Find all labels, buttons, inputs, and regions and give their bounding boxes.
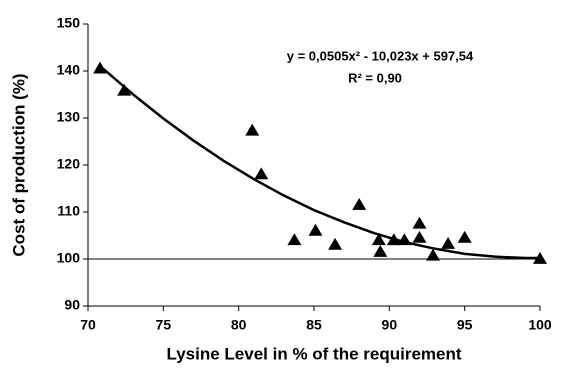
x-tick-label: 75: [156, 317, 172, 333]
data-point: [254, 167, 269, 180]
x-tick-label: 85: [306, 317, 322, 333]
data-point: [397, 233, 412, 246]
x-tick-label: 70: [80, 317, 96, 333]
y-tick-label: 150: [57, 15, 81, 31]
data-point: [533, 252, 547, 264]
data-point: [245, 123, 260, 136]
y-tick-label: 140: [57, 62, 81, 78]
x-tick-label: 100: [528, 317, 552, 333]
data-point: [373, 244, 388, 257]
data-point: [371, 233, 386, 246]
r-squared: R² = 0,90: [348, 70, 402, 85]
data-point: [117, 83, 132, 96]
y-tick-label: 120: [57, 156, 81, 172]
data-point: [93, 61, 108, 74]
data-point: [412, 216, 427, 229]
data-point: [412, 230, 427, 243]
data-point: [426, 248, 441, 261]
data-point: [352, 197, 367, 210]
y-tick-label: 100: [57, 250, 81, 266]
data-point: [441, 236, 456, 249]
x-tick-label: 90: [382, 317, 398, 333]
data-point: [308, 223, 323, 236]
data-point: [386, 233, 401, 246]
trendline: [102, 67, 540, 260]
x-axis-title: Lysine Level in % of the requirement: [166, 344, 461, 363]
equation: y = 0,0505x² - 10,023x + 597,54: [287, 48, 474, 63]
y-tick-label: 90: [64, 297, 80, 313]
y-axis-title: Cost of production (%): [9, 73, 28, 256]
data-point: [457, 230, 472, 243]
y-tick-label: 110: [57, 203, 80, 219]
data-point: [287, 233, 302, 246]
data-point: [328, 237, 343, 250]
x-tick-label: 95: [457, 317, 473, 333]
y-tick-label: 130: [57, 109, 81, 125]
x-tick-label: 80: [231, 317, 247, 333]
